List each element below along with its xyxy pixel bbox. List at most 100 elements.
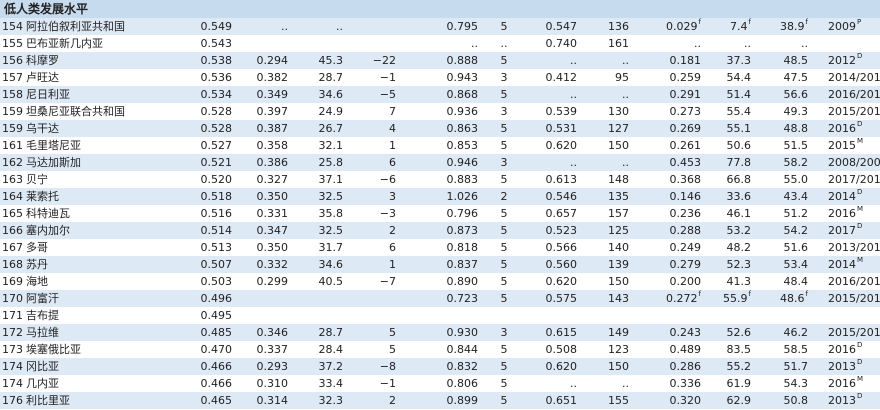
- cell: 0.386: [236, 154, 292, 171]
- cell: 3: [500, 105, 508, 118]
- cell: 0.549: [174, 18, 236, 35]
- footnote-mark: f: [748, 18, 751, 26]
- table-row: 156 科摩罗 0.538 0.294 45.3 −22 0.888 5.... 0.181 37…: [0, 52, 880, 69]
- cell: [236, 35, 292, 52]
- cell: 0.293: [236, 358, 292, 375]
- cell: 5: [482, 256, 526, 273]
- table-row: 171 吉布提 0.495: [0, 307, 880, 324]
- footnote-mark: f: [698, 18, 701, 26]
- cell: 46.2: [755, 324, 812, 341]
- cell: 32.5: [292, 222, 347, 239]
- cell: 32.3: [292, 392, 347, 409]
- cell: 136: [581, 18, 633, 35]
- cell: 45.3: [292, 52, 347, 69]
- cell: 0.269: [633, 120, 705, 137]
- cell: 43.4: [755, 188, 812, 205]
- rank: 161: [2, 139, 23, 152]
- cell: ..: [694, 37, 701, 50]
- cell: 5: [500, 241, 508, 254]
- cell: 58.2: [755, 154, 812, 171]
- cell: 2: [347, 392, 400, 409]
- cell: 135: [581, 188, 633, 205]
- country: 科摩罗: [24, 52, 174, 69]
- cell: 0.657: [545, 207, 578, 220]
- cell: 148: [608, 173, 629, 186]
- cell: 5: [482, 18, 526, 35]
- table-row: 168 苏丹 0.507 0.332 34.6 1 0.837 5 0.560 139 0.279 5…: [0, 256, 880, 273]
- table-row: 154 阿拉伯叙利亚共和国 0.549.... 0.795 5 0.547 136 0.029…: [0, 18, 880, 35]
- section-header: 低人类发展水平: [0, 0, 880, 18]
- rank: 157: [2, 71, 23, 84]
- cell: 5: [482, 86, 526, 103]
- table-row: 159 乌干达 0.528 0.387 26.7 4 0.863 5 0.531 127 0.269…: [0, 120, 880, 137]
- cell: 47.5: [783, 71, 809, 84]
- cell: 48.4: [783, 275, 809, 288]
- cell-value: 2016: [828, 343, 856, 356]
- cell: 0.539: [545, 105, 578, 118]
- cell: 0.336: [669, 377, 702, 390]
- cell: 0.310: [256, 377, 289, 390]
- cell: 0.620: [545, 275, 578, 288]
- cell: 61.9: [726, 377, 752, 390]
- cell: 77.8: [705, 154, 755, 171]
- rank: 176: [0, 392, 24, 409]
- cell: 2015/2016: [812, 290, 880, 307]
- cell: 3: [500, 71, 508, 84]
- cell: 58.5: [783, 343, 809, 356]
- cell: 0.651: [526, 392, 581, 409]
- cell: 32.5: [292, 188, 347, 205]
- cell: 130: [608, 105, 629, 118]
- cell: 0.236: [669, 207, 702, 220]
- cell: 0.332: [236, 256, 292, 273]
- cell-value: 2016: [828, 377, 856, 390]
- cell: 0.279: [633, 256, 705, 273]
- table-row: 159 坦桑尼亚联合共和国 0.528 0.397 24.9 7 0.936 3 0.539 13…: [0, 103, 880, 120]
- cell: 150: [608, 275, 629, 288]
- rank: 163: [2, 173, 23, 186]
- cell: 125: [581, 222, 633, 239]
- cell-value: 55.9: [723, 292, 748, 305]
- cell: 5: [482, 222, 526, 239]
- cell: 5: [482, 392, 526, 409]
- cell: 5: [500, 343, 508, 356]
- cell: 0.523: [526, 222, 581, 239]
- cell-value: 48.6: [780, 292, 805, 305]
- cell: 0.346: [236, 324, 292, 341]
- cell: [812, 35, 880, 52]
- cell: 31.7: [318, 241, 344, 254]
- table-row: 172 马拉维 0.485 0.346 28.7 5 0.930 3 0.615 149 0.243…: [0, 324, 880, 341]
- cell: 0.200: [669, 275, 702, 288]
- cell: 0.320: [633, 392, 705, 409]
- rank: 155: [2, 37, 23, 50]
- cell: 0.358: [256, 139, 289, 152]
- cell: 0.890: [446, 275, 479, 288]
- country: 苏丹: [24, 256, 174, 273]
- cell: 0.613: [545, 173, 578, 186]
- cell: 0.899: [400, 392, 482, 409]
- cell: [482, 307, 526, 324]
- cell: 0.516: [200, 207, 233, 220]
- cell: 95: [615, 71, 629, 84]
- cell-value: 2009: [828, 20, 856, 33]
- country: 冈比亚: [24, 358, 174, 375]
- cell: 51.4: [705, 86, 755, 103]
- footnote-mark: M: [857, 137, 864, 145]
- rank: 162: [0, 154, 24, 171]
- cell: 0.930: [400, 324, 482, 341]
- cell: 0.546: [526, 188, 581, 205]
- cell: 40.5: [318, 275, 344, 288]
- cell: ..: [526, 154, 581, 171]
- cell: 0.489: [669, 343, 702, 356]
- cell: ..: [236, 18, 292, 35]
- cell: [633, 307, 705, 324]
- cell: −1: [379, 377, 396, 390]
- rank: 159: [0, 120, 24, 137]
- footnote-mark: f: [748, 290, 751, 298]
- cell: [581, 307, 633, 324]
- cell: 0.259: [669, 71, 702, 84]
- country: 吉布提: [26, 309, 59, 322]
- cell: [526, 307, 581, 324]
- rank: 156: [0, 52, 24, 69]
- cell: 0.936: [446, 105, 479, 118]
